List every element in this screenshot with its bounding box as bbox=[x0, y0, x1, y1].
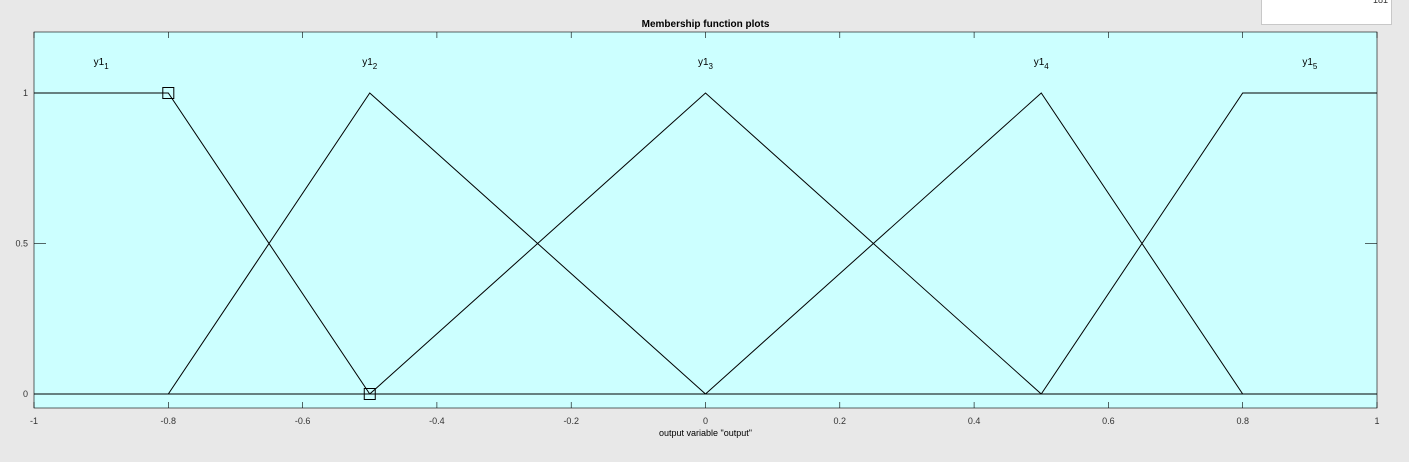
mf-line-y1_5[interactable] bbox=[1040, 92, 1377, 395]
x-tick-label: -0.2 bbox=[563, 416, 579, 426]
selection-markers bbox=[162, 87, 376, 400]
value-display-box: 181 bbox=[1261, 0, 1392, 25]
x-tick-label: -1 bbox=[30, 416, 38, 426]
x-tick-label: 0.6 bbox=[1102, 416, 1115, 426]
x-tick-label: -0.6 bbox=[295, 416, 311, 426]
x-tick-label: 0.2 bbox=[834, 416, 847, 426]
selection-handle[interactable] bbox=[162, 87, 175, 99]
x-axis-label: output variable "output" bbox=[659, 428, 752, 438]
y-tick-label: 1 bbox=[23, 88, 28, 98]
x-tick-label: 0.8 bbox=[1236, 416, 1249, 426]
value-display-text: 181 bbox=[1372, 0, 1388, 5]
x-tick-label: -0.4 bbox=[429, 416, 445, 426]
mf-line-y1_1[interactable] bbox=[34, 92, 371, 395]
y-tick-label: 0 bbox=[23, 389, 28, 399]
plot-area bbox=[33, 31, 1378, 409]
mf-lines bbox=[34, 92, 1377, 395]
mf-line-y1_4[interactable] bbox=[705, 92, 1244, 395]
mf-line-y1_3[interactable] bbox=[369, 92, 1042, 395]
x-tick-label: 1 bbox=[1374, 416, 1379, 426]
y-tick-label: 0.5 bbox=[15, 239, 28, 249]
x-tick-label: 0 bbox=[703, 416, 708, 426]
selection-handle[interactable] bbox=[363, 388, 376, 400]
x-tick-label: -0.8 bbox=[161, 416, 177, 426]
mf-line-y1_2[interactable] bbox=[167, 92, 706, 395]
x-tick-label: 0.4 bbox=[968, 416, 981, 426]
axis-ticks: -1 -0.8 -0.6 -0.4 -0.2 0 0.2 0.4 0.6 0.8 1 0 0.5 1 bbox=[15, 32, 1380, 426]
chart-title: Membership function plots bbox=[642, 19, 770, 30]
